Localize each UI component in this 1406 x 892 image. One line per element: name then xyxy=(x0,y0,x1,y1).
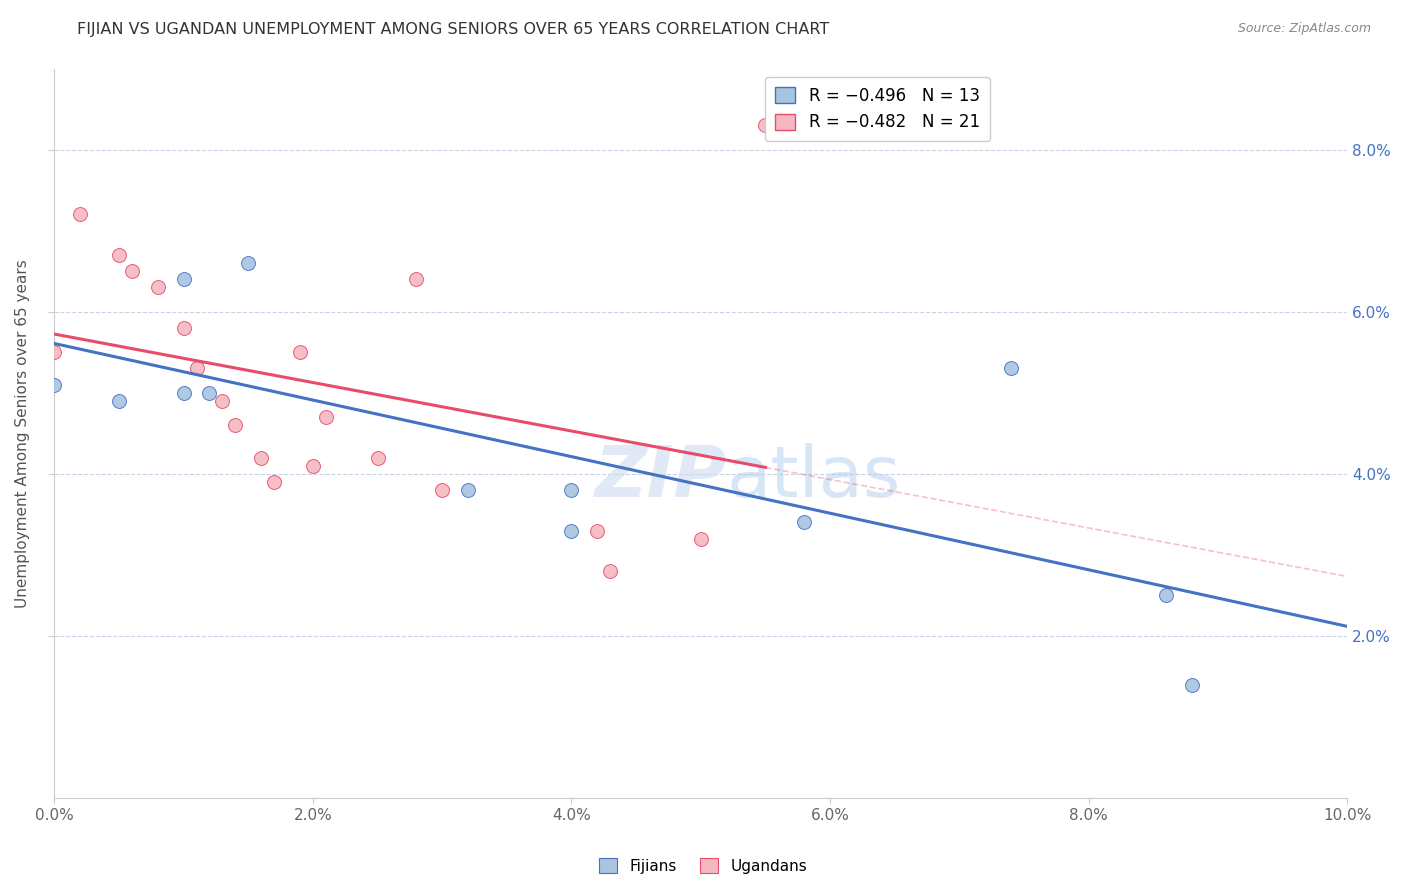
Text: atlas: atlas xyxy=(727,442,901,512)
Text: FIJIAN VS UGANDAN UNEMPLOYMENT AMONG SENIORS OVER 65 YEARS CORRELATION CHART: FIJIAN VS UGANDAN UNEMPLOYMENT AMONG SEN… xyxy=(77,22,830,37)
Point xyxy=(793,516,815,530)
Point xyxy=(560,524,582,538)
Point xyxy=(198,385,221,400)
Point xyxy=(367,450,389,465)
Text: Source: ZipAtlas.com: Source: ZipAtlas.com xyxy=(1237,22,1371,36)
Point xyxy=(405,272,427,286)
Point xyxy=(173,321,195,335)
Legend: R = −0.496   N = 13, R = −0.482   N = 21: R = −0.496 N = 13, R = −0.482 N = 21 xyxy=(765,77,990,141)
Point xyxy=(1000,361,1022,376)
Point xyxy=(288,345,311,359)
Point xyxy=(560,483,582,497)
Point xyxy=(211,393,233,408)
Point xyxy=(1181,677,1204,691)
Point xyxy=(224,418,246,433)
Point xyxy=(586,524,609,538)
Point xyxy=(69,207,91,221)
Point xyxy=(108,393,131,408)
Text: ZIP: ZIP xyxy=(595,442,727,512)
Point xyxy=(263,475,285,489)
Point xyxy=(173,385,195,400)
Point xyxy=(44,345,66,359)
Point xyxy=(599,564,621,578)
Point xyxy=(250,450,273,465)
Point xyxy=(432,483,454,497)
Point xyxy=(146,280,169,294)
Point xyxy=(302,458,325,473)
Point xyxy=(457,483,479,497)
Point xyxy=(754,118,776,132)
Point xyxy=(108,248,131,262)
Point xyxy=(121,264,143,278)
Y-axis label: Unemployment Among Seniors over 65 years: Unemployment Among Seniors over 65 years xyxy=(15,259,30,607)
Point xyxy=(1154,589,1177,603)
Point xyxy=(315,410,337,425)
Point xyxy=(44,377,66,392)
Point xyxy=(689,532,711,546)
Point xyxy=(186,361,208,376)
Legend: Fijians, Ugandans: Fijians, Ugandans xyxy=(593,852,813,880)
Point xyxy=(173,272,195,286)
Point xyxy=(238,256,260,270)
